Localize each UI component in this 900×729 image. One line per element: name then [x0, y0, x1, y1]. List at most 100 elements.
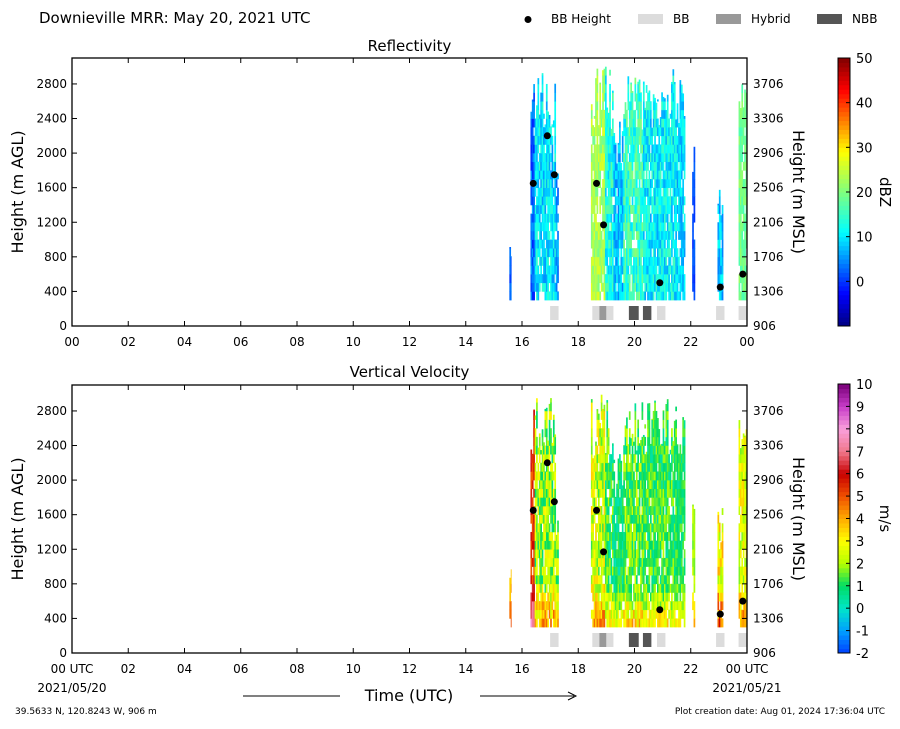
echo-cell [544, 583, 547, 593]
echo-cell [641, 480, 644, 490]
echo-cell [659, 471, 662, 481]
echo-cell [665, 110, 668, 119]
echo-cell [510, 609, 512, 619]
echo-cell [590, 239, 593, 249]
echo-cell [718, 265, 721, 275]
echo-cell [631, 480, 634, 490]
echo-cell [604, 187, 607, 197]
echo-cell [651, 488, 654, 498]
echo-cell [600, 462, 603, 472]
echo-cell [668, 462, 670, 472]
echo-cell [652, 480, 655, 490]
echo-cell [626, 196, 628, 206]
x-tick-label: 04 [177, 662, 192, 676]
echo-cell [624, 425, 627, 429]
echo-cell [654, 248, 656, 258]
echo-cell [613, 204, 616, 214]
echo-cell [642, 592, 645, 602]
echo-cell [545, 101, 548, 111]
echo-cell [600, 557, 603, 567]
echo-cell [530, 222, 533, 232]
echo-cell [721, 557, 724, 567]
echo-cell [624, 531, 627, 541]
echo-cell [641, 204, 644, 214]
echo-cell [648, 436, 651, 446]
echo-cell [652, 592, 655, 602]
echo-cell [738, 420, 741, 429]
echo-cell [738, 506, 741, 515]
echo-cell [657, 213, 659, 223]
echo-cell [543, 230, 545, 240]
echo-cell [552, 557, 555, 567]
echo-cell [538, 256, 541, 266]
echo-cell [544, 170, 547, 180]
x-axis-arrow-head [567, 691, 578, 701]
echo-cell [606, 107, 609, 111]
colorbar-segment [838, 505, 850, 511]
echo-cell [548, 135, 551, 145]
echo-cell [630, 438, 632, 446]
echo-cell [602, 161, 604, 171]
echo-cell [648, 282, 651, 292]
echo-cell [662, 265, 665, 275]
echo-cell [638, 248, 641, 258]
echo-cell [620, 230, 623, 240]
echo-cell [666, 454, 669, 464]
echo-cell [659, 117, 662, 119]
echo-cell [602, 601, 604, 611]
echo-cell [657, 239, 659, 249]
colorbar-segment [838, 276, 850, 282]
echo-cell [664, 480, 666, 490]
colorbar-segment [838, 120, 850, 126]
echo-cell [595, 256, 597, 266]
echo-cell [544, 592, 547, 602]
echo-cell [551, 531, 554, 541]
echo-cell [720, 566, 722, 576]
echo-cell [657, 609, 659, 619]
echo-cell [675, 187, 677, 197]
echo-cell [720, 557, 722, 567]
echo-cell [547, 291, 550, 301]
echo-cell [593, 462, 596, 472]
echo-cell [672, 239, 675, 249]
echo-cell [603, 265, 606, 275]
echo-cell [679, 291, 682, 301]
echo-cell [597, 609, 600, 619]
echo-cell [651, 471, 654, 481]
echo-cell [672, 497, 675, 507]
echo-cell [554, 204, 557, 214]
echo-cell [645, 557, 648, 567]
echo-cell [668, 480, 670, 490]
echo-cell [603, 410, 606, 420]
echo-cell [626, 609, 628, 619]
echo-cell [609, 170, 611, 180]
echo-cell [682, 282, 685, 292]
echo-cell [634, 222, 637, 232]
echo-cell [633, 256, 635, 266]
echo-cell [534, 566, 537, 576]
echo-cell [644, 248, 647, 258]
echo-cell [607, 583, 610, 593]
echo-cell [590, 549, 593, 559]
echo-cell [637, 454, 640, 464]
echo-cell [630, 497, 632, 507]
echo-cell [645, 222, 648, 232]
echo-cell [533, 101, 535, 111]
y-tick-label: 2000 [36, 146, 67, 160]
echo-cell [644, 424, 647, 429]
echo-cell [675, 419, 677, 429]
colorbar-segment [838, 549, 850, 555]
echo-cell [606, 239, 609, 249]
echo-cell [671, 488, 673, 498]
echo-cell [654, 514, 656, 524]
echo-cell [717, 601, 720, 611]
echo-cell [537, 497, 540, 507]
echo-cell [545, 248, 548, 258]
echo-cell [744, 144, 746, 154]
echo-cell [627, 454, 630, 464]
bb-height-point [550, 171, 558, 179]
echo-cell [614, 170, 617, 180]
echo-cell [675, 566, 677, 576]
colorbar-segment [838, 66, 850, 72]
echo-cell [537, 83, 540, 93]
